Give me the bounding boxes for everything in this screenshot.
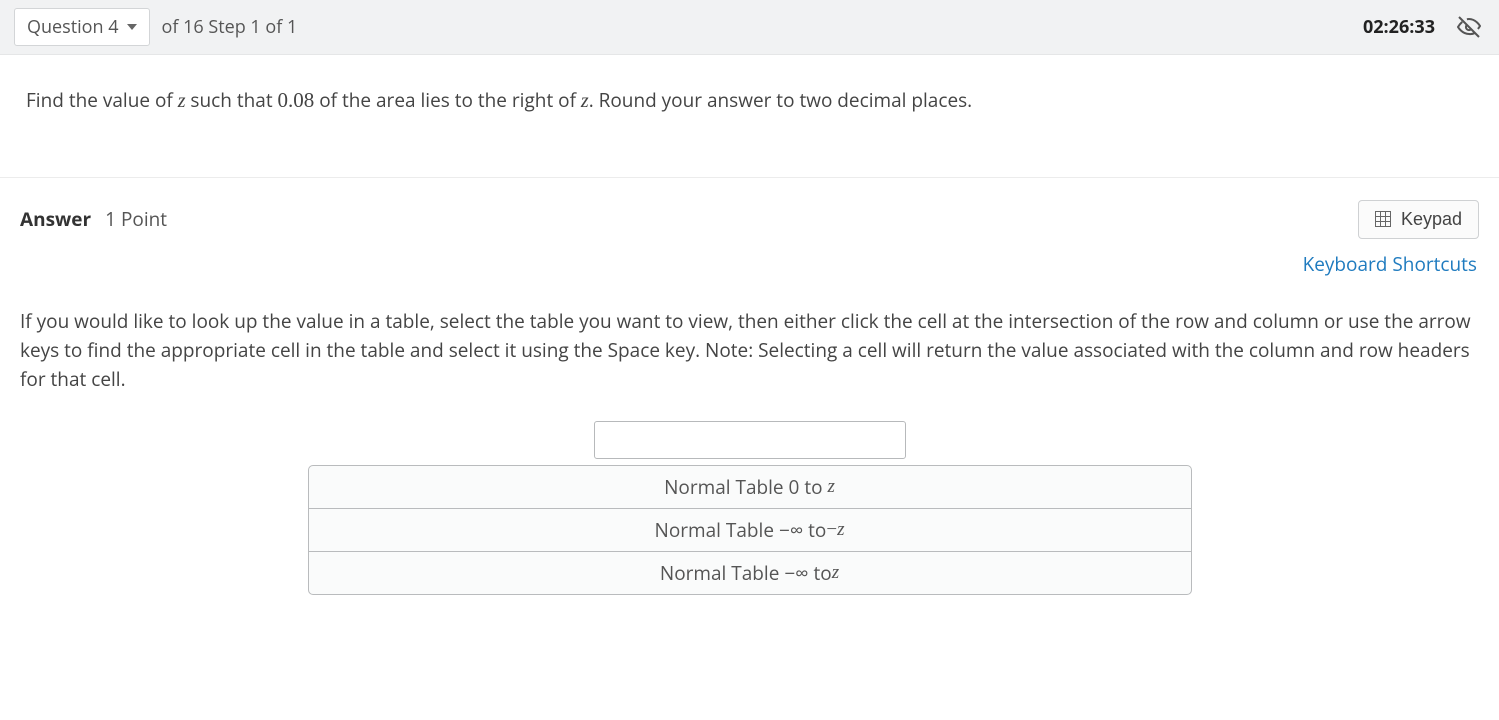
table-btn-0-z: z — [827, 476, 834, 498]
question-mid1: such that — [186, 87, 278, 113]
caret-down-icon — [127, 24, 137, 30]
step-progress-text: of 16 Step 1 of 1 — [162, 15, 298, 39]
normal-table-neginf-to-negz-button[interactable]: Normal Table −∞ to −z — [308, 508, 1192, 552]
keyboard-shortcuts-link[interactable]: Keyboard Shortcuts — [1303, 251, 1477, 277]
table-instructions-text: If you would like to look up the value i… — [20, 307, 1479, 395]
hide-eye-icon[interactable] — [1457, 15, 1481, 39]
question-mid2: of the area lies to the right of — [314, 87, 581, 113]
table-btn-1-neg: − — [826, 519, 837, 541]
answer-section: Answer 1 Point Keypad Keyboard Shortcuts… — [0, 178, 1499, 635]
keypad-button[interactable]: Keypad — [1358, 200, 1479, 239]
question-selector-label: Question 4 — [27, 15, 119, 39]
keypad-button-label: Keypad — [1401, 209, 1462, 230]
points-label: 1 Point — [105, 206, 167, 232]
question-header-bar: Question 4 of 16 Step 1 of 1 02:26:33 — [0, 0, 1499, 55]
question-suffix: . Round your answer to two decimal place… — [589, 87, 972, 113]
question-text: Find the value of z such that 0.08 of th… — [0, 55, 1499, 178]
table-btn-2-z: z — [832, 562, 839, 584]
question-prefix: Find the value of — [26, 87, 178, 113]
answer-label: Answer — [20, 206, 91, 232]
question-var-z-1: z — [178, 90, 186, 112]
table-btn-0-label: Normal Table 0 to — [664, 474, 822, 500]
normal-table-neginf-to-z-button[interactable]: Normal Table −∞ to z — [308, 551, 1192, 595]
timer-display: 02:26:33 — [1363, 15, 1435, 39]
answer-controls-column: Normal Table 0 to z Normal Table −∞ to −… — [308, 421, 1192, 595]
answer-input[interactable] — [594, 421, 906, 459]
table-btn-2-label: Normal Table −∞ to — [660, 560, 832, 586]
table-btn-1-label: Normal Table −∞ to — [655, 517, 827, 543]
question-var-z-2: z — [581, 90, 589, 112]
question-value: 0.08 — [278, 88, 315, 112]
keypad-grid-icon — [1375, 211, 1391, 227]
question-selector-dropdown[interactable]: Question 4 — [14, 8, 150, 46]
table-btn-1-z: z — [837, 519, 844, 541]
answer-header-row: Answer 1 Point Keypad — [20, 200, 1479, 245]
keyboard-shortcuts-row: Keyboard Shortcuts — [20, 251, 1479, 277]
normal-table-0-to-z-button[interactable]: Normal Table 0 to z — [308, 465, 1192, 509]
